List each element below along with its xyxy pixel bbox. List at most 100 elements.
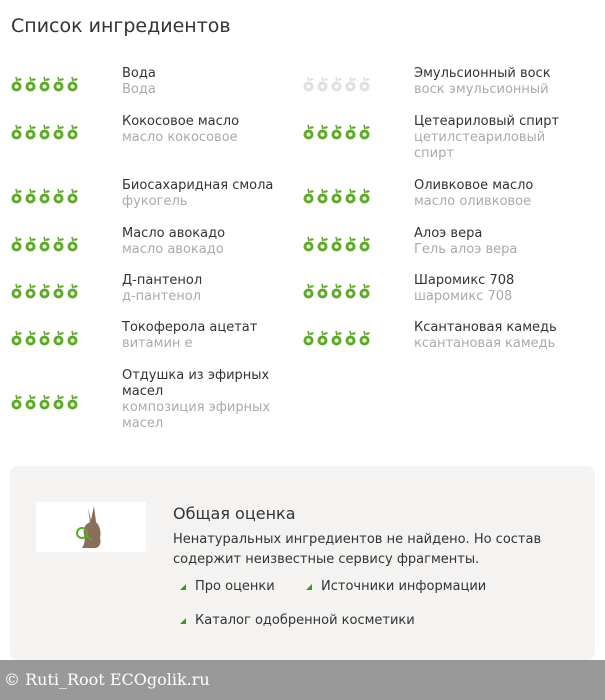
summary-panel: Общая оценка Ненатуральных ингредиентов … xyxy=(10,466,595,660)
apple-rating-icon xyxy=(359,124,370,140)
apple-rating-icon xyxy=(317,236,328,252)
apple-rating-icon xyxy=(303,124,314,140)
apple-rating-icon xyxy=(39,283,50,299)
watermark-footer: © Ruti_Root ECOgolik.ru xyxy=(0,660,605,700)
apple-rating-icon xyxy=(67,330,78,346)
apple-rating-icon xyxy=(39,76,50,92)
rating xyxy=(10,124,79,140)
apple-rating-icon xyxy=(359,236,370,252)
apple-rating-icon xyxy=(359,76,370,92)
ingredient-alt-name: Вода xyxy=(122,82,156,97)
apple-rating-icon xyxy=(359,188,370,204)
rabbit-logo xyxy=(36,502,146,552)
apple-rating-icon xyxy=(303,188,314,204)
apple-rating-icon xyxy=(39,124,50,140)
apple-rating-icon xyxy=(67,236,78,252)
apple-rating-icon xyxy=(67,283,78,299)
link-about-ratings[interactable]: Про оценки xyxy=(180,579,275,594)
apple-rating-icon xyxy=(11,394,22,410)
apple-rating-icon xyxy=(39,188,50,204)
link-label: Источники информации xyxy=(321,579,487,594)
apple-rating-icon xyxy=(11,188,22,204)
apple-rating-icon xyxy=(67,394,78,410)
ingredient-name: Масло авокадо xyxy=(122,226,226,241)
triangle-icon xyxy=(306,584,312,590)
triangle-icon xyxy=(180,584,186,590)
ingredient-alt-name: масло кокосовое xyxy=(122,130,238,145)
apple-rating-icon xyxy=(25,124,36,140)
rating xyxy=(302,188,371,204)
link-catalog[interactable]: Каталог одобренной косметики xyxy=(180,613,415,628)
apple-rating-icon xyxy=(25,394,36,410)
apple-rating-icon xyxy=(39,394,50,410)
ingredient-alt-name: ксантановая камедь xyxy=(414,336,556,351)
apple-rating-icon xyxy=(345,188,356,204)
apple-rating-icon xyxy=(345,283,356,299)
ingredient-alt-name: масло оливковое xyxy=(414,194,532,209)
ingredient-name: Отдушка из эфирных масел xyxy=(122,368,270,399)
ingredient-alt-name: воск эмульсионный xyxy=(414,82,549,97)
rating xyxy=(10,330,79,346)
apple-rating-icon xyxy=(11,76,22,92)
link-sources[interactable]: Источники информации xyxy=(306,579,486,594)
apple-rating-icon xyxy=(359,330,370,346)
apple-rating-icon xyxy=(11,330,22,346)
rating xyxy=(302,330,371,346)
apple-rating-icon xyxy=(345,236,356,252)
ingredient-name: Кокосовое масло xyxy=(122,114,240,129)
apple-rating-icon xyxy=(317,124,328,140)
apple-rating-icon xyxy=(25,236,36,252)
apple-rating-icon xyxy=(53,394,64,410)
apple-rating-icon xyxy=(331,236,342,252)
apple-rating-icon xyxy=(331,283,342,299)
ingredient-alt-name: Гель алоэ вера xyxy=(414,242,518,257)
summary-title: Общая оценка xyxy=(173,504,296,523)
apple-rating-icon xyxy=(345,124,356,140)
ingredient-name: Алоэ вера xyxy=(414,226,483,241)
link-label: Каталог одобренной косметики xyxy=(195,613,415,628)
apple-rating-icon xyxy=(67,124,78,140)
apple-rating-icon xyxy=(345,330,356,346)
ingredient-name: Токоферола ацетат xyxy=(122,320,258,335)
apple-rating-icon xyxy=(25,76,36,92)
apple-rating-icon xyxy=(39,236,50,252)
ingredient-alt-name: витамин е xyxy=(122,336,193,351)
ingredient-alt-name: масло авокадо xyxy=(122,242,224,257)
apple-rating-icon xyxy=(53,124,64,140)
apple-rating-icon xyxy=(53,76,64,92)
apple-rating-icon xyxy=(317,330,328,346)
summary-text: Ненатуральных ингредиентов не найдено. Н… xyxy=(173,532,542,567)
apple-rating-icon xyxy=(25,283,36,299)
apple-rating-icon xyxy=(303,76,314,92)
page-title: Список ингредиентов xyxy=(11,15,231,37)
apple-rating-icon xyxy=(67,188,78,204)
ingredient-name: Цетеариловый спирт xyxy=(414,114,560,129)
ingredient-name: Биосахаридная смола xyxy=(122,178,274,193)
apple-rating-icon xyxy=(359,283,370,299)
triangle-icon xyxy=(180,618,186,624)
rating xyxy=(10,76,79,92)
apple-rating-icon xyxy=(331,330,342,346)
rating xyxy=(302,236,371,252)
rating xyxy=(302,76,371,92)
apple-rating-icon xyxy=(331,76,342,92)
apple-rating-icon xyxy=(317,188,328,204)
ingredient-name: Оливковое масло xyxy=(414,178,534,193)
ingredient-name: Ксантановая камедь xyxy=(414,320,557,335)
ingredient-name: Д-пантенол xyxy=(122,273,203,288)
apple-rating-icon xyxy=(67,76,78,92)
rating xyxy=(10,283,79,299)
apple-rating-icon xyxy=(331,124,342,140)
ingredient-name: Шаромикс 708 xyxy=(414,273,515,288)
ingredient-alt-name: шаромикс 708 xyxy=(414,289,513,304)
apple-rating-icon xyxy=(11,124,22,140)
apple-rating-icon xyxy=(53,236,64,252)
apple-rating-icon xyxy=(25,188,36,204)
apple-rating-icon xyxy=(39,330,50,346)
apple-rating-icon xyxy=(317,76,328,92)
apple-rating-icon xyxy=(317,283,328,299)
apple-rating-icon xyxy=(345,76,356,92)
rating xyxy=(10,394,79,410)
apple-rating-icon xyxy=(53,330,64,346)
ingredient-name: Вода xyxy=(122,66,156,81)
